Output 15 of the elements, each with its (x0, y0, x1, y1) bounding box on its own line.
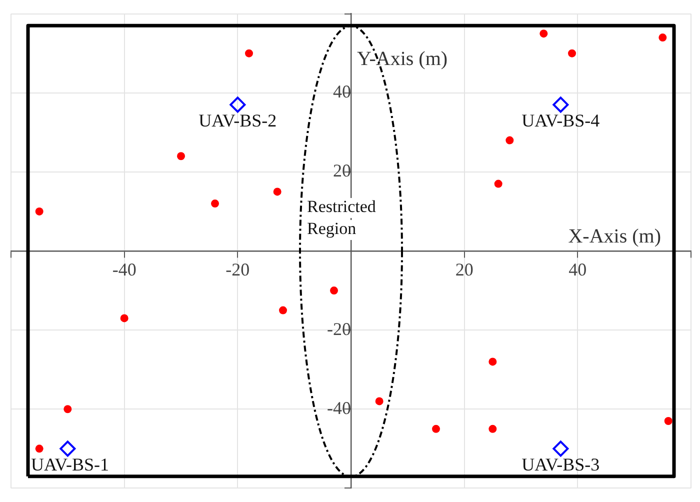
x-tick-label: -20 (226, 260, 250, 280)
x-tick-label: 20 (455, 260, 474, 280)
annotation: Restricted Region (307, 196, 376, 238)
y-tick-label: -40 (327, 398, 351, 418)
x-tick-label: 40 (568, 260, 587, 280)
y-axis-title: Y-Axis (m) (357, 48, 448, 70)
y-tick-label: -20 (327, 318, 351, 339)
annotation: UAV-BS-3 (522, 454, 600, 474)
x-axis-title: X-Axis (m) (568, 225, 661, 248)
y-tick-label: 40 (333, 82, 351, 102)
y-tick-label: 20 (333, 160, 351, 181)
annotation: UAV-BS-2 (198, 110, 277, 130)
annotation: UAV-BS-4 (522, 110, 600, 130)
x-tick-label: -40 (112, 260, 136, 280)
annotation: UAV-BS-1 (31, 454, 110, 474)
